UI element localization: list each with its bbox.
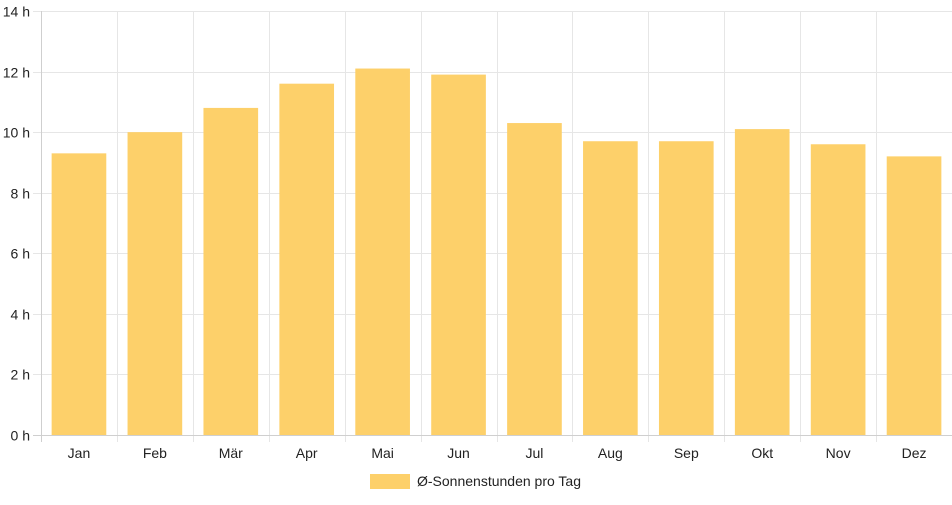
bars — [51, 68, 942, 436]
bar-feb[interactable] — [127, 132, 183, 435]
x-tick-label: Nov — [826, 445, 851, 461]
x-tick-label: Sep — [674, 445, 699, 461]
bar-mai[interactable] — [355, 68, 410, 436]
bar-jan[interactable] — [51, 153, 107, 436]
legend-label[interactable]: Ø-Sonnenstunden pro Tag — [417, 473, 581, 489]
y-tick-label: 4 h — [11, 307, 30, 323]
bar-apr[interactable] — [279, 83, 335, 435]
bar-jun[interactable] — [431, 74, 486, 435]
x-tick-label: Mai — [371, 445, 394, 461]
y-tick-label: 2 h — [11, 367, 30, 383]
x-tick-label: Dez — [902, 445, 927, 461]
x-tick-label: Mär — [219, 445, 243, 461]
grid-lines — [33, 11, 952, 442]
bar-okt[interactable] — [734, 129, 790, 435]
x-tick-label: Jul — [526, 445, 544, 461]
y-tick-label: 12 h — [3, 65, 30, 81]
bar-mär[interactable] — [203, 107, 259, 436]
y-tick-labels: 0 h 2 h 4 h 6 h 8 h 10 h 12 h 14 h — [3, 4, 30, 444]
y-tick-label: 14 h — [3, 4, 30, 20]
legend[interactable]: Ø-Sonnenstunden pro Tag — [370, 473, 581, 489]
x-tick-labels: Jan Feb Mär Apr Mai Jun Jul Aug Sep Okt Nov Dez — [68, 445, 927, 461]
y-tick-label: 0 h — [11, 428, 30, 444]
y-tick-label: 10 h — [3, 125, 30, 141]
y-tick-label: 8 h — [11, 186, 30, 202]
x-tick-label: Feb — [143, 445, 167, 461]
bar-sep[interactable] — [658, 141, 714, 435]
y-tick-label: 6 h — [11, 246, 30, 262]
x-tick-label: Okt — [751, 445, 773, 461]
x-tick-label: Jun — [447, 445, 470, 461]
bar-dez[interactable] — [886, 156, 942, 435]
legend-swatch[interactable] — [370, 474, 410, 489]
bar-jul[interactable] — [507, 123, 562, 436]
bar-nov[interactable] — [810, 144, 866, 435]
x-tick-label: Apr — [296, 445, 318, 461]
x-tick-label: Jan — [68, 445, 91, 461]
x-tick-label: Aug — [598, 445, 623, 461]
bar-aug[interactable] — [583, 141, 638, 435]
